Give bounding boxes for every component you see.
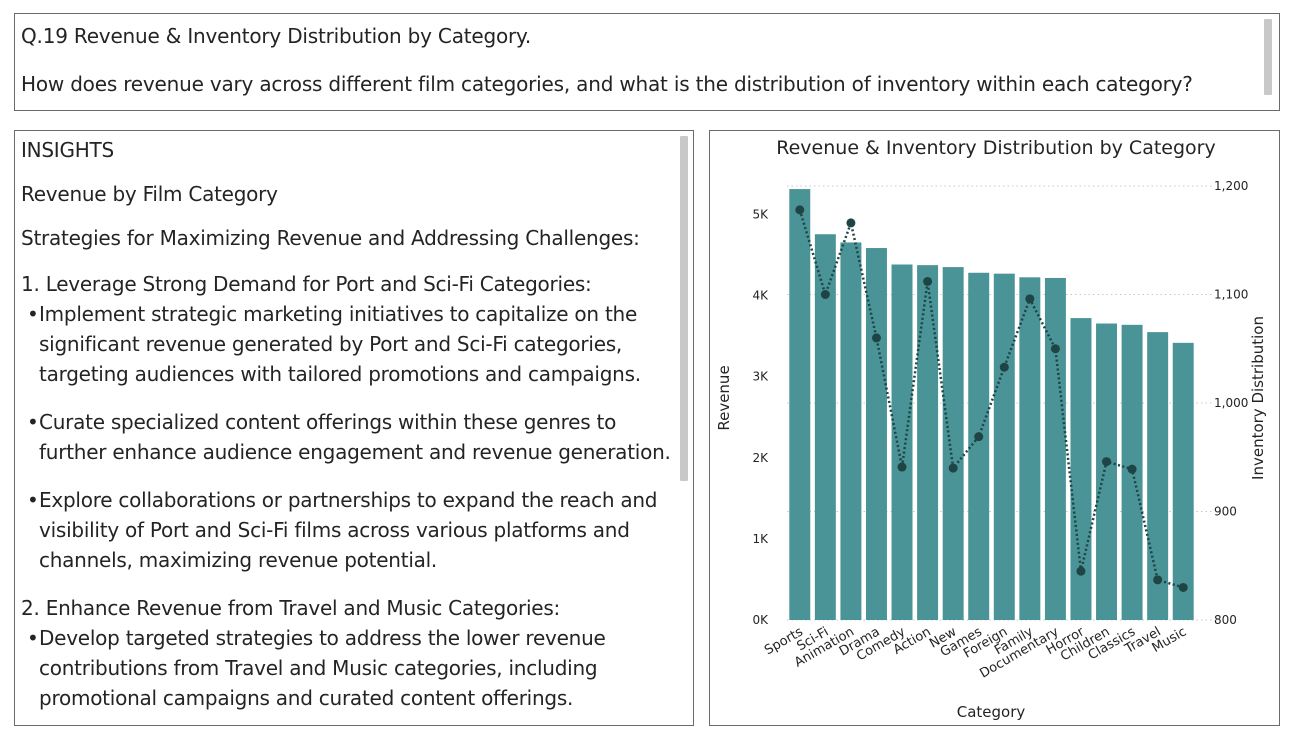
y-tick-label: 4K [752, 289, 769, 303]
inventory-point[interactable] [1153, 575, 1163, 585]
bar[interactable] [993, 273, 1015, 620]
point1-title: 1. Leverage Strong Demand for Port and S… [21, 272, 592, 296]
y2-tick-label: 1,000 [1214, 396, 1248, 410]
y-tick-label: 3K [752, 370, 769, 384]
y-tick-label: 2K [752, 451, 769, 465]
y-axis-label: Revenue [715, 365, 733, 430]
bar[interactable] [891, 264, 913, 620]
inventory-point[interactable] [846, 218, 856, 228]
bar[interactable] [1096, 323, 1118, 620]
bar[interactable] [917, 265, 939, 620]
bullet-text: Curate specialized content offerings wit… [39, 410, 671, 464]
inventory-point[interactable] [1050, 344, 1060, 354]
y2-tick-label: 900 [1214, 505, 1237, 519]
inventory-point[interactable] [1076, 566, 1086, 576]
chart-title: Revenue & Inventory Distribution by Cate… [776, 137, 1215, 159]
inventory-point[interactable] [871, 333, 881, 343]
insights-scrollbar[interactable] [680, 136, 688, 481]
bullet-dot: • [27, 626, 39, 650]
bullet-dot: • [27, 488, 39, 512]
bullet-text: Explore collaborations or partnerships t… [39, 488, 658, 572]
inventory-point[interactable] [1102, 457, 1112, 467]
bar[interactable] [968, 272, 990, 620]
y2-tick-label: 1,200 [1214, 179, 1248, 193]
bullet-text: Implement strategic marketing initiative… [39, 302, 641, 386]
bar[interactable] [865, 248, 887, 620]
point2-bullet: • Develop targeted strategies to address… [21, 623, 671, 713]
x-axis-label: Category [957, 703, 1026, 721]
point1-bullet: • Implement strategic marketing initiati… [21, 299, 671, 389]
point1-bullet: • Explore collaborations or partnerships… [21, 485, 671, 575]
insights-subheading: Revenue by Film Category [21, 182, 278, 206]
bar-series [789, 189, 1194, 620]
inventory-point[interactable] [1025, 294, 1035, 304]
y-tick-label: 0K [752, 613, 769, 627]
point2-title: 2. Enhance Revenue from Travel and Music… [21, 596, 560, 620]
question-title: Q.19 Revenue & Inventory Distribution by… [21, 24, 531, 48]
insights-heading: INSIGHTS [21, 138, 114, 162]
y2-tick-label: 1,100 [1214, 288, 1248, 302]
y-tick-label: 5K [752, 208, 769, 222]
chart-panel: Revenue & Inventory Distribution by Cate… [709, 130, 1280, 726]
strategies-title: Strategies for Maximizing Revenue and Ad… [21, 226, 640, 250]
bullet-text: Develop targeted strategies to address t… [39, 626, 606, 710]
line-series [795, 205, 1188, 592]
inventory-point[interactable] [923, 276, 933, 286]
bar[interactable] [814, 234, 836, 620]
point1-bullet: • Curate specialized content offerings w… [21, 407, 671, 467]
bar[interactable] [1147, 332, 1169, 620]
bar[interactable] [942, 267, 964, 620]
inventory-point[interactable] [1127, 464, 1137, 474]
y-tick-label: 1K [752, 532, 769, 546]
question-text: How does revenue vary across different f… [21, 72, 1193, 96]
inventory-point[interactable] [795, 205, 805, 215]
question-scrollbar[interactable] [1264, 19, 1272, 95]
inventory-point[interactable] [1178, 582, 1188, 592]
bar[interactable] [1172, 342, 1194, 620]
bullet-dot: • [27, 302, 39, 326]
inventory-line [798, 209, 1184, 589]
y2-axis-label: Inventory Distribution [1249, 316, 1267, 480]
bullet-dot: • [27, 410, 39, 434]
inventory-point[interactable] [820, 290, 830, 299]
inventory-point[interactable] [999, 362, 1009, 372]
inventory-point[interactable] [974, 432, 984, 442]
bar[interactable] [789, 189, 811, 620]
question-panel: Q.19 Revenue & Inventory Distribution by… [14, 13, 1280, 111]
combo-chart: Revenue & Inventory Distribution by Cate… [715, 137, 1267, 721]
bar[interactable] [1019, 277, 1041, 620]
inventory-point[interactable] [948, 463, 958, 473]
bar[interactable] [840, 242, 862, 620]
bar[interactable] [1044, 277, 1066, 620]
insights-panel: INSIGHTS Revenue by Film Category Strate… [14, 130, 694, 726]
insights-body: INSIGHTS Revenue by Film Category Strate… [21, 137, 671, 725]
y2-tick-label: 800 [1214, 613, 1237, 627]
inventory-point[interactable] [897, 462, 907, 472]
